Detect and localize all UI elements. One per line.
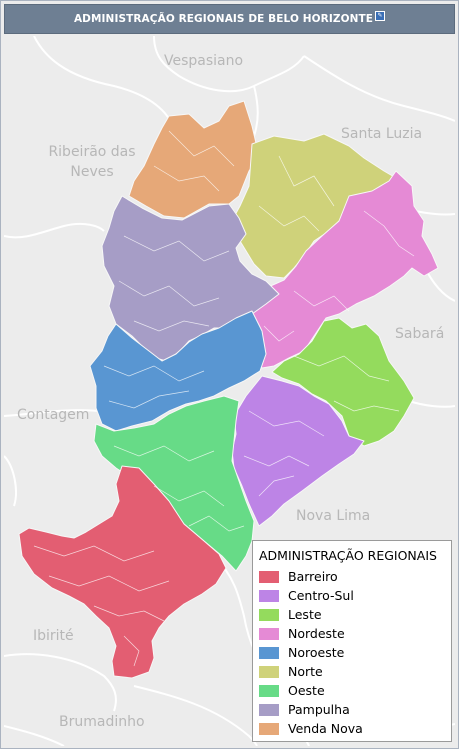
region-leste xyxy=(271,317,415,447)
label-nova-lima: Nova Lima xyxy=(296,508,371,524)
boundary-line xyxy=(33,36,175,137)
map-title: ADMINISTRAÇÃO REGIONAIS DE BELO HORIZONT… xyxy=(73,13,374,25)
street-line xyxy=(133,320,210,332)
label-brumadinho: Brumadinho xyxy=(59,714,145,730)
legend-item-noroeste: Noroeste xyxy=(259,643,451,662)
legend-label: Leste xyxy=(288,607,322,622)
legend-label: Oeste xyxy=(288,683,325,698)
map-area: Vespasiano Santa Luzia Ribeirão das Neve… xyxy=(4,36,455,746)
street-line xyxy=(263,325,295,342)
region-venda-nova xyxy=(128,100,260,219)
legend-item-barreiro: Barreiro xyxy=(259,567,451,586)
street-line xyxy=(33,545,155,562)
street-line xyxy=(123,235,230,262)
legend-swatch xyxy=(259,608,279,621)
street-line xyxy=(188,515,245,532)
legend-label: Pampulha xyxy=(288,702,350,717)
boundary-line xyxy=(4,455,17,507)
legend-swatch xyxy=(259,646,279,659)
street-line xyxy=(363,210,415,257)
street-line xyxy=(48,575,170,592)
street-line xyxy=(258,205,320,232)
legend-swatch xyxy=(259,684,279,697)
boundary-line xyxy=(133,685,258,746)
legend-label: Centro-Sul xyxy=(288,588,354,603)
street-line xyxy=(258,475,295,497)
label-contagem: Contagem xyxy=(17,407,90,423)
legend-item-oeste: Oeste xyxy=(259,681,451,700)
legend-label: Norte xyxy=(288,664,323,679)
street-line xyxy=(293,290,350,312)
boundary-line xyxy=(303,55,455,122)
legend-item-centro-sul: Centro-Sul xyxy=(259,586,451,605)
legend-label: Venda Nova xyxy=(288,721,363,736)
legend-swatch xyxy=(259,589,279,602)
legend-item-norte: Norte xyxy=(259,662,451,681)
edit-icon[interactable]: ✎ xyxy=(375,11,386,21)
boundary-line xyxy=(153,36,305,93)
street-line xyxy=(248,410,325,437)
legend-swatch xyxy=(259,722,279,735)
street-line xyxy=(243,455,310,467)
street-line xyxy=(278,155,335,207)
boundary-line xyxy=(253,85,259,137)
street-line xyxy=(123,635,140,667)
legend-item-leste: Leste xyxy=(259,605,451,624)
street-line xyxy=(113,445,215,462)
boundary-line xyxy=(4,653,117,712)
street-line xyxy=(153,165,220,192)
boundary-line xyxy=(4,725,65,746)
label-santa-luzia: Santa Luzia xyxy=(341,126,423,142)
street-line xyxy=(168,130,235,167)
legend-swatch xyxy=(259,703,279,716)
legend-swatch xyxy=(259,665,279,678)
label-ibirite: Ibirité xyxy=(33,628,74,644)
legend-swatch xyxy=(259,627,279,640)
region-barreiro xyxy=(18,465,227,679)
legend-swatch xyxy=(259,570,279,583)
boundary-line xyxy=(408,400,455,408)
label-sabara: Sabará xyxy=(395,326,445,342)
legend-item-pampulha: Pampulha xyxy=(259,700,451,719)
map-header: ADMINISTRAÇÃO REGIONAIS DE BELO HORIZONT… xyxy=(4,4,455,34)
street-line xyxy=(93,605,165,622)
boundary-line xyxy=(4,222,105,239)
legend-item-nordeste: Nordeste xyxy=(259,624,451,643)
legend-item-venda-nova: Venda Nova xyxy=(259,719,451,738)
map-legend: ADMINISTRAÇÃO REGIONAIS Barreiro Centro-… xyxy=(252,540,452,742)
boundary-line xyxy=(4,409,100,417)
city-map xyxy=(4,36,455,746)
street-line xyxy=(333,400,400,412)
label-vespasiano: Vespasiano xyxy=(164,53,244,69)
region-nordeste xyxy=(247,170,439,369)
legend-title: ADMINISTRAÇÃO REGIONAIS xyxy=(259,548,437,563)
legend-label: Noroeste xyxy=(288,645,345,660)
legend-label: Nordeste xyxy=(288,626,345,641)
label-ribeirao-das-neves: Ribeirão das Neves xyxy=(48,144,136,180)
street-line xyxy=(293,355,390,382)
legend-label: Barreiro xyxy=(288,569,338,584)
street-line xyxy=(108,390,190,409)
neighborhood-lines xyxy=(33,130,415,667)
street-line xyxy=(153,485,225,507)
street-line xyxy=(103,365,205,382)
street-line xyxy=(118,280,220,307)
region-noroeste xyxy=(89,310,267,432)
